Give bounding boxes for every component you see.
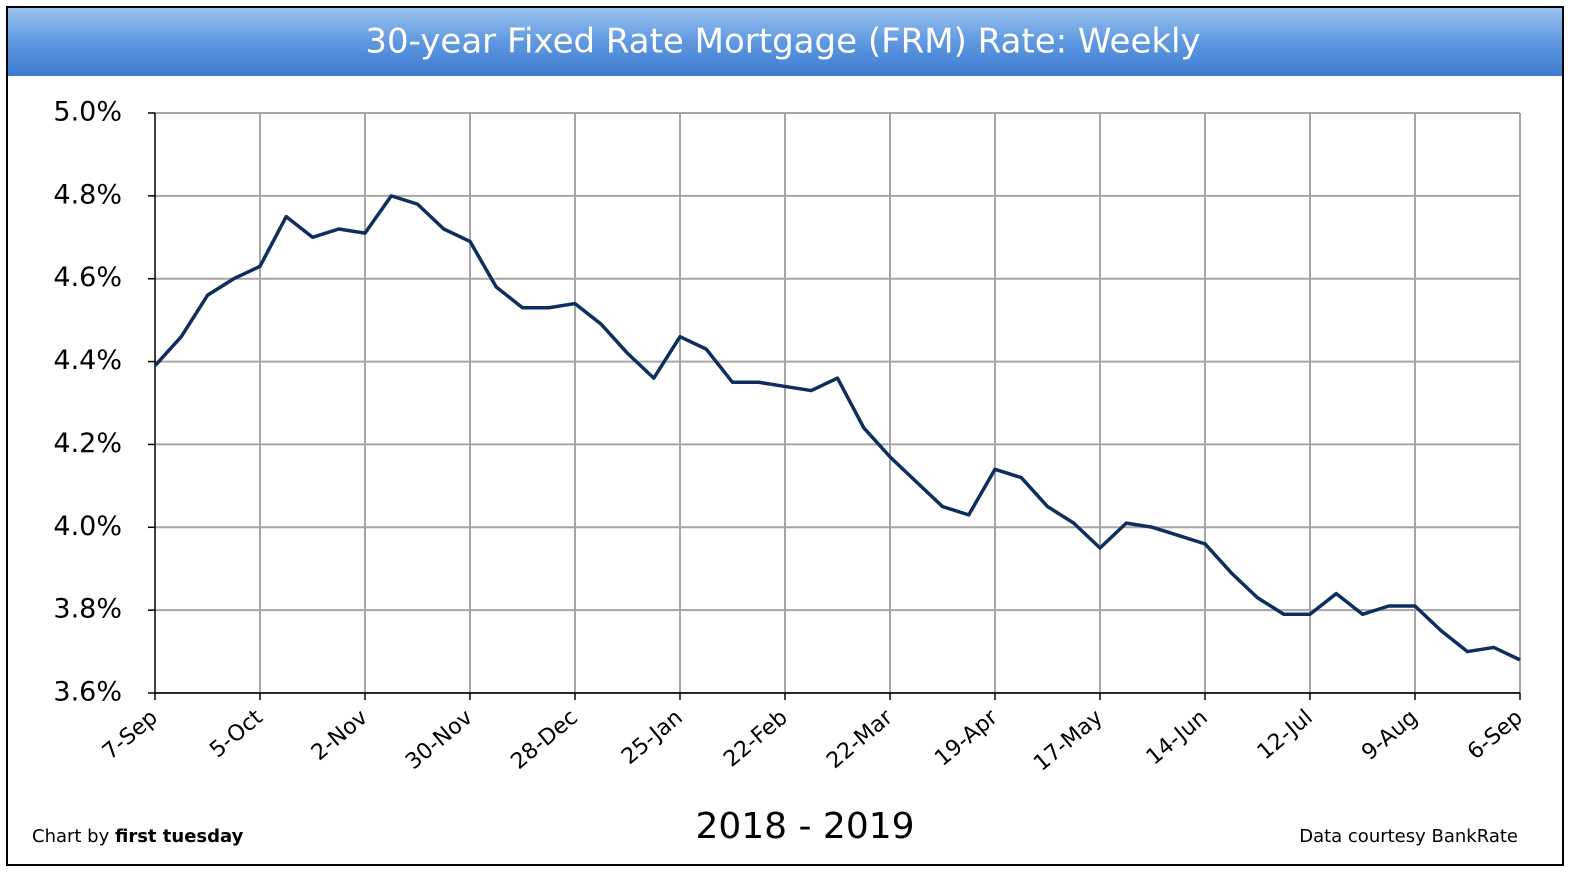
title-bar bbox=[8, 8, 1562, 76]
credit-prefix: Chart by bbox=[32, 826, 110, 847]
data-line bbox=[153, 194, 1521, 662]
x-axis-label: 2018 - 2019 bbox=[695, 806, 914, 847]
chart-title: 30-year Fixed Rate Mortgage (FRM) Rate: … bbox=[365, 22, 1200, 62]
credit: Chart by first tuesday bbox=[32, 826, 244, 847]
y-tick-label: 4.2% bbox=[53, 428, 122, 459]
y-tick-label: 4.0% bbox=[53, 511, 122, 542]
y-tick-label: 3.6% bbox=[53, 677, 122, 708]
y-tick-label: 4.4% bbox=[53, 345, 122, 376]
y-tick-label: 3.8% bbox=[53, 594, 122, 625]
credit-name: first tuesday bbox=[115, 826, 244, 847]
y-tick-label: 5.0% bbox=[53, 97, 122, 128]
source: Data courtesy BankRate bbox=[1299, 826, 1518, 847]
y-tick-label: 4.6% bbox=[53, 262, 122, 293]
y-tick-label: 4.8% bbox=[53, 179, 122, 210]
